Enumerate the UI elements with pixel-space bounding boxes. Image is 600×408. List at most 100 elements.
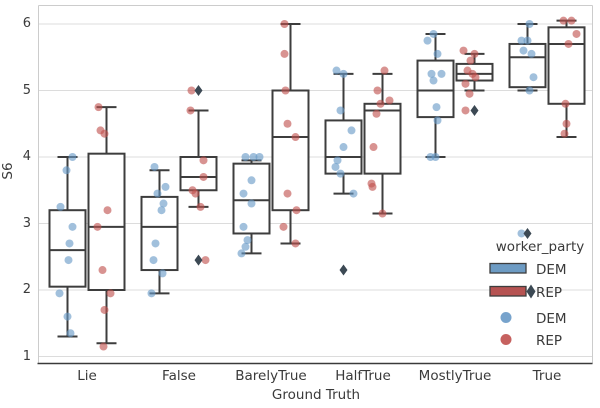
strip-point-dem-mostlytrue — [437, 69, 446, 78]
strip-point-rep-barelytrue — [280, 49, 289, 58]
legend-swatch-rep-point — [500, 334, 512, 345]
strip-point-dem-false — [150, 162, 159, 171]
strip-point-dem-mostlytrue — [431, 153, 440, 161]
strip-point-rep-barelytrue — [280, 20, 289, 28]
strip-point-dem-barelytrue — [247, 176, 256, 185]
strip-point-rep-mostlytrue — [471, 73, 480, 82]
strip-point-dem-mostlytrue — [433, 49, 442, 58]
strip-point-rep-false — [186, 106, 195, 115]
strip-point-rep-halftrue — [376, 99, 385, 108]
strip-point-dem-barelytrue — [243, 236, 252, 245]
flier-rep-false — [194, 254, 203, 266]
x-tick-label-mostlytrue: MostlyTrue — [418, 368, 492, 384]
strip-point-rep-lie — [99, 342, 108, 351]
strip-point-rep-mostlytrue — [466, 56, 475, 65]
strip-point-rep-mostlytrue — [461, 79, 470, 88]
strip-point-dem-halftrue — [331, 162, 340, 171]
strip-point-dem-barelytrue — [237, 249, 246, 258]
strip-point-rep-true — [562, 119, 571, 128]
strip-point-rep-halftrue — [368, 182, 377, 191]
strip-point-dem-lie — [68, 153, 77, 161]
box-dem-barelytrue — [232, 162, 271, 235]
strip-point-dem-true — [517, 36, 526, 45]
strip-point-dem-halftrue — [339, 143, 348, 152]
strip-point-dem-lie — [63, 312, 72, 321]
strip-point-dem-lie — [68, 222, 77, 231]
y-tick-label-2: 2 — [22, 282, 31, 297]
strip-point-dem-halftrue — [339, 69, 348, 78]
strip-point-dem-halftrue — [349, 189, 358, 198]
strip-point-dem-lie — [64, 256, 73, 265]
strip-point-dem-barelytrue — [241, 242, 250, 251]
strip-point-dem-barelytrue — [255, 153, 264, 161]
strip-point-dem-false — [161, 182, 170, 191]
strip-point-rep-lie — [100, 129, 109, 138]
flier-dem-true — [523, 227, 532, 239]
legend-swatch-dem-point — [500, 312, 512, 323]
flier-dem-halftrue — [339, 264, 348, 276]
strip-point-rep-true — [560, 129, 569, 138]
x-tick-label-true: True — [532, 368, 562, 384]
x-axis-label: Ground Truth — [271, 387, 361, 403]
strip-point-dem-lie — [65, 239, 74, 248]
strip-point-dem-mostlytrue — [423, 36, 432, 45]
strip-point-dem-lie — [62, 166, 71, 175]
strip-point-dem-true — [527, 49, 536, 58]
strip-point-dem-true — [529, 73, 538, 82]
strip-point-dem-halftrue — [336, 106, 345, 115]
strip-point-rep-false — [201, 256, 210, 265]
strip-point-dem-true — [523, 36, 532, 45]
box-rep-halftrue — [363, 102, 402, 175]
strip-point-rep-barelytrue — [292, 206, 301, 215]
x-tick-label-lie: Lie — [77, 368, 97, 384]
strip-point-dem-true — [525, 20, 534, 28]
strip-point-rep-false — [191, 189, 200, 198]
box-dem-true — [508, 42, 547, 89]
strip-point-rep-lie — [100, 305, 109, 314]
strip-point-rep-halftrue — [369, 143, 378, 152]
x-tick-label-barelytrue: BarelyTrue — [235, 368, 307, 384]
y-tick-label-1: 1 — [22, 348, 31, 364]
strip-point-dem-mostlytrue — [429, 76, 438, 85]
strip-point-dem-barelytrue — [239, 189, 248, 198]
y-tick-label-5: 5 — [22, 82, 31, 98]
strip-point-dem-true — [519, 46, 528, 55]
strip-point-dem-mostlytrue — [432, 103, 441, 112]
strip-point-dem-false — [158, 269, 167, 278]
strip-point-dem-lie — [56, 202, 65, 211]
strip-point-dem-false — [157, 206, 166, 215]
strip-point-rep-mostlytrue — [461, 106, 470, 115]
strip-point-rep-mostlytrue — [459, 46, 468, 55]
strip-point-rep-true — [567, 16, 576, 25]
strip-point-dem-false — [153, 189, 162, 198]
strip-point-rep-halftrue — [372, 109, 381, 118]
flier-rep-mostlytrue — [470, 104, 479, 116]
strip-point-rep-mostlytrue — [465, 89, 474, 98]
strip-point-dem-barelytrue — [241, 153, 250, 161]
strip-point-dem-halftrue — [333, 156, 342, 165]
strip-point-rep-barelytrue — [279, 222, 288, 231]
strip-point-rep-lie — [103, 206, 112, 215]
strip-point-rep-halftrue — [385, 96, 394, 105]
box-rep-false — [179, 156, 218, 192]
legend-label-dem-point: DEM — [536, 311, 567, 327]
box-dem-lie — [48, 209, 87, 288]
legend-label-rep-point: REP — [536, 333, 563, 349]
strip-point-rep-halftrue — [373, 86, 382, 95]
strip-point-rep-lie — [94, 103, 103, 112]
y-tick-label-3: 3 — [22, 215, 31, 231]
strip-point-rep-lie — [98, 266, 107, 275]
strip-point-dem-true — [525, 86, 534, 95]
strip-point-rep-barelytrue — [281, 86, 290, 95]
legend-label-dem-box: DEM — [536, 262, 567, 278]
legend-title: worker_party — [495, 239, 585, 255]
flier-rep-false — [194, 85, 203, 96]
box-rep-true — [547, 26, 586, 105]
strip-point-rep-halftrue — [378, 209, 387, 218]
strip-point-rep-true — [561, 99, 570, 108]
strip-point-dem-mostlytrue — [433, 116, 442, 125]
strip-point-rep-lie — [106, 289, 115, 298]
strip-point-rep-false — [196, 202, 205, 211]
